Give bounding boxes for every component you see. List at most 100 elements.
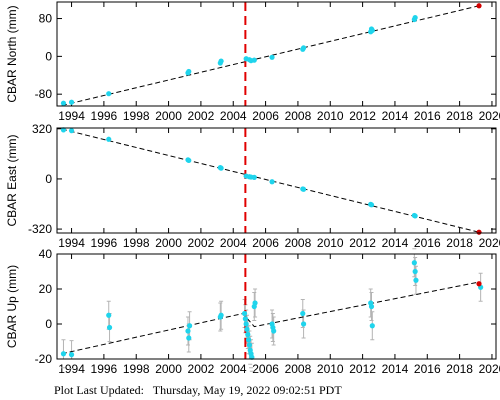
- x-tick-label: 2002: [188, 236, 215, 250]
- x-tick-label: 2012: [349, 236, 376, 250]
- data-point: [271, 328, 277, 334]
- data-point: [368, 303, 375, 310]
- x-tick-label: 2014: [382, 362, 409, 376]
- plot-updated-label: Plot Last Updated:: [54, 383, 144, 397]
- x-tick-label: 2012: [349, 362, 376, 376]
- data-point: [68, 352, 75, 358]
- data-point: [218, 58, 224, 64]
- plot-updated-footer: Plot Last Updated: Thursday, May 19, 202…: [54, 383, 342, 398]
- data-point: [186, 335, 192, 341]
- x-tick-label: 2014: [382, 236, 409, 250]
- data-point: [60, 100, 67, 106]
- x-tick-label: 2010: [317, 109, 344, 123]
- plot-updated-value: Thursday, May 19, 2022 09:02:51 PDT: [152, 383, 342, 397]
- x-tick-label: 2016: [414, 236, 441, 250]
- data-point: [369, 27, 375, 33]
- y-tick-label: 0: [45, 172, 52, 186]
- data-point: [106, 312, 112, 318]
- data-point: [413, 277, 419, 283]
- data-point: [106, 324, 113, 331]
- x-tick-label: 2010: [317, 236, 344, 250]
- x-tick-label: 1996: [91, 362, 118, 376]
- data-point: [300, 310, 306, 317]
- plot-frame: [56, 1, 497, 107]
- data-point: [251, 174, 257, 180]
- x-tick-label: 1996: [91, 109, 118, 123]
- latest-data-point: [476, 229, 482, 235]
- data-point: [68, 128, 75, 134]
- data-point: [300, 45, 307, 51]
- data-point: [245, 331, 251, 338]
- x-tick-label: 2004: [220, 362, 247, 376]
- y-tick-label: 80: [39, 12, 53, 26]
- y-tick-label: 0: [45, 317, 52, 331]
- x-tick-label: 2016: [414, 109, 441, 123]
- data-point: [186, 323, 193, 329]
- x-tick-label: 2018: [446, 109, 473, 123]
- x-tick-label: 1996: [91, 236, 118, 250]
- data-point: [368, 202, 375, 208]
- data-point: [68, 99, 75, 105]
- y-tick-label: -80: [35, 87, 53, 101]
- x-tick-label: 2008: [285, 109, 312, 123]
- y-axis-label: CBAR East (mm): [5, 134, 19, 226]
- x-tick-label: 2000: [155, 109, 182, 123]
- x-tick-label: 2004: [220, 236, 247, 250]
- x-tick-label: 1998: [123, 362, 150, 376]
- latest-data-point: [476, 281, 482, 287]
- data-point: [106, 136, 112, 142]
- data-point: [218, 312, 224, 318]
- data-point: [300, 186, 307, 192]
- x-tick-label: 2000: [155, 236, 182, 250]
- data-point: [60, 351, 67, 357]
- x-tick-label: 2018: [446, 362, 473, 376]
- data-point: [185, 328, 191, 334]
- x-tick-label: 2020: [479, 236, 500, 250]
- x-tick-label: 2006: [252, 362, 279, 376]
- data-point: [106, 91, 112, 97]
- data-point: [412, 15, 418, 21]
- x-tick-label: 1998: [123, 109, 150, 123]
- data-point: [246, 342, 253, 348]
- y-axis-label: CBAR Up (mm): [5, 265, 19, 348]
- data-point: [242, 316, 248, 322]
- x-tick-label: 2008: [285, 236, 312, 250]
- x-tick-label: 2018: [446, 236, 473, 250]
- x-tick-label: 1994: [58, 236, 85, 250]
- x-tick-label: 2008: [285, 362, 312, 376]
- x-tick-label: 2004: [220, 109, 247, 123]
- data-point: [369, 323, 375, 329]
- data-point: [218, 165, 224, 171]
- data-point: [243, 321, 249, 327]
- data-point: [269, 179, 275, 185]
- data-point: [241, 310, 248, 317]
- y-tick-label: 320: [32, 122, 52, 136]
- plot-frame: [56, 253, 497, 360]
- x-tick-label: 2016: [414, 362, 441, 376]
- data-point: [186, 68, 192, 75]
- data-point: [269, 54, 275, 60]
- trend-line: [61, 281, 480, 355]
- y-tick-label: -320: [28, 222, 52, 236]
- x-tick-label: 2002: [188, 109, 215, 123]
- y-tick-label: 40: [39, 247, 53, 261]
- y-axis-label: CBAR North (mm): [5, 5, 19, 102]
- data-point: [300, 321, 307, 327]
- x-tick-label: 1998: [123, 236, 150, 250]
- data-point: [60, 127, 67, 133]
- x-tick-label: 2002: [188, 362, 215, 376]
- data-point: [412, 213, 418, 219]
- data-point: [244, 326, 250, 332]
- y-tick-label: 0: [45, 49, 52, 63]
- x-tick-label: 2010: [317, 362, 344, 376]
- data-point: [411, 260, 417, 266]
- x-tick-label: 2020: [479, 362, 500, 376]
- data-point: [246, 337, 252, 343]
- x-tick-label: 2006: [252, 236, 279, 250]
- x-tick-label: 2014: [382, 109, 409, 123]
- x-tick-label: 1994: [58, 109, 85, 123]
- latest-data-point: [476, 3, 482, 9]
- data-point: [251, 57, 257, 63]
- data-point: [252, 300, 258, 306]
